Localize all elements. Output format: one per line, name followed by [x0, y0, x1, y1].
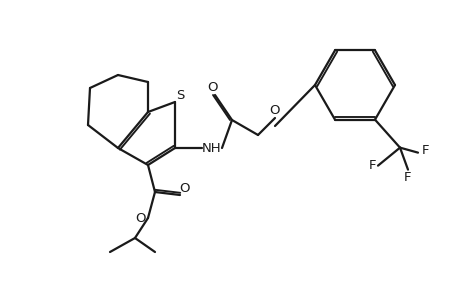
Text: F: F [369, 159, 376, 172]
Text: O: O [179, 182, 190, 194]
Text: S: S [175, 88, 184, 101]
Text: F: F [421, 144, 429, 157]
Text: F: F [403, 171, 411, 184]
Text: O: O [207, 80, 218, 94]
Text: NH: NH [202, 142, 221, 154]
Text: O: O [269, 103, 280, 116]
Text: O: O [135, 212, 146, 224]
